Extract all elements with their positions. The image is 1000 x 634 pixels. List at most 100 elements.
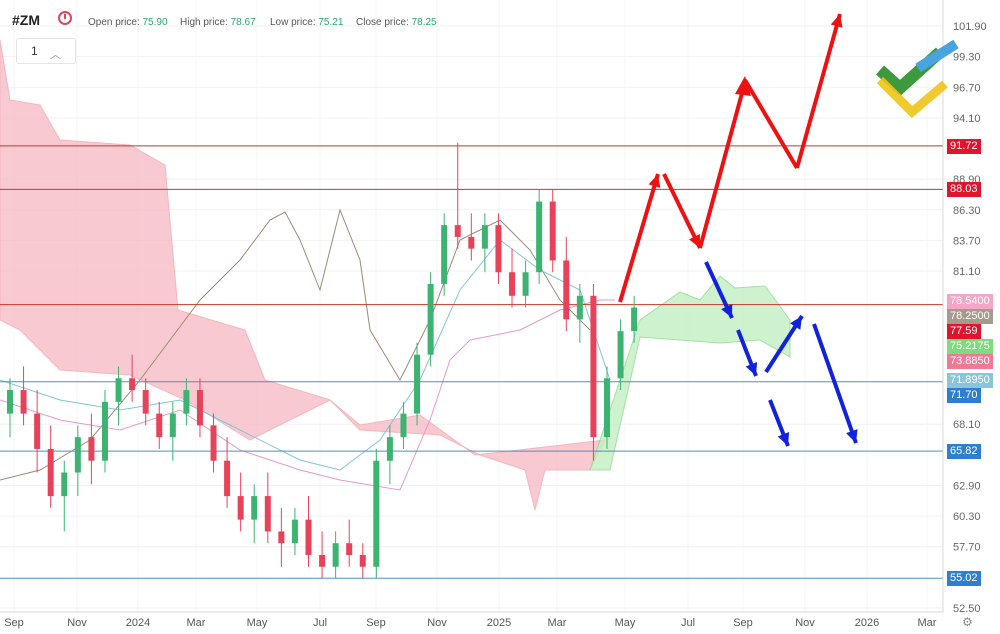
candle-body [34,413,41,449]
timeframe-selector[interactable]: 1 ︿ [16,38,76,64]
bear-arrow-head [846,429,858,443]
kijun-line [0,299,615,491]
x-tick-label: May [247,617,268,629]
tenkan-line [0,239,611,471]
candle-body [183,390,190,414]
bull-arrow-head [735,76,751,96]
price-tag: 88.03 [947,182,981,198]
candle-body [427,284,434,355]
y-tick-label: 83.70 [953,235,981,247]
candle-body [74,437,81,473]
cloud-bearish-area [0,39,606,511]
chevron-up-icon[interactable]: ︿ [50,49,61,61]
x-tick-label: Mar [548,617,567,629]
candle-body [414,354,421,414]
candle-body [509,272,516,296]
bear-arrow-head [777,432,790,446]
x-tick-label: May [615,617,636,629]
candle-body [101,401,108,461]
ichimoku-cloud [0,39,791,511]
x-tick-label: Sep [733,617,753,629]
price-tag: 65.82 [947,444,981,460]
candle-body [142,390,149,414]
y-tick-label: 81.10 [953,266,981,278]
price-tag: 55.02 [947,571,981,587]
candle-body [563,260,570,320]
candle-body [88,437,95,461]
bull-arrow [662,173,702,249]
candle-body [549,201,556,261]
close-price: Close price: 78.25 [356,17,437,28]
y-tick-label: 62.90 [953,480,981,492]
price-tag: 91.72 [947,138,981,154]
candle-body [441,225,448,285]
bear-arrow-head [745,362,758,376]
bear-arrow [812,323,858,444]
clock-icon[interactable] [58,11,72,25]
candle-body [264,496,271,532]
y-tick-label: 57.70 [953,542,981,554]
price-tag: 75.2175 [947,339,993,355]
bull-arrow-head [648,174,661,188]
candle-body [631,307,638,332]
y-tick-label: 99.30 [953,52,981,64]
symbol-label: #ZM [12,12,40,28]
bear-arrow-head [790,316,802,330]
y-tick-label: 96.70 [953,82,981,94]
candle-body [224,460,231,497]
candle-body [20,390,27,414]
candle-body [237,496,244,520]
open-price: Open price: 75.90 [88,17,168,28]
bull-arrow [618,173,660,303]
bull-arrow-head [689,234,700,248]
x-tick-label: 2025 [487,617,511,629]
candle-body [603,378,610,438]
candle-body [346,543,353,555]
candle-body [196,390,203,426]
candle-body [210,425,217,461]
y-tick-label: 52.50 [953,603,981,615]
candle-body [481,225,488,249]
candles [7,142,638,579]
candle-body [590,295,597,438]
low-price: Low price: 75.21 [270,17,344,28]
indicator-lines [0,208,615,491]
bull-arrow [698,81,747,249]
x-tick-label: Jul [313,617,327,629]
chikou-line [0,208,591,481]
x-tick-label: 2024 [126,617,150,629]
settings-icon: ⚙ [962,615,973,629]
candle-body [536,201,543,273]
candle-body [386,437,393,461]
litefinance-logo-icon [875,39,959,119]
candle-body [129,378,136,391]
x-tick-label: Sep [366,617,386,629]
y-tick-label: 60.30 [953,511,981,523]
price-tag: 71.8950 [947,372,993,388]
price-tag: 73.8850 [947,354,993,370]
chart-header: #ZM Open price: 75.90 High price: 78.67 … [0,0,940,36]
x-tick-label: Nov [795,617,815,629]
y-tick-label: 94.10 [953,113,981,125]
candle-body [400,413,407,438]
x-tick-label: Sep [4,617,24,629]
candle-body [319,554,326,567]
candle-body [522,272,529,296]
candle-body [278,531,285,544]
candle-body [617,331,624,379]
cloud-bullish-area [589,275,791,471]
candle-body [373,460,380,567]
forecast-arrows [618,13,858,447]
candle-body [61,472,68,497]
bull-arrow [743,78,799,170]
high-price: High price: 78.67 [180,17,256,28]
bear-arrow-head [721,304,733,318]
candle-body [169,413,176,438]
chart-axes: 101.9099.3096.7094.1088.9086.3083.7081.1… [0,0,987,629]
candle-body [576,295,583,320]
x-tick-label: Nov [67,617,87,629]
candle-body [305,519,312,555]
candle-body [156,413,163,438]
x-tick-label: Jul [681,617,695,629]
